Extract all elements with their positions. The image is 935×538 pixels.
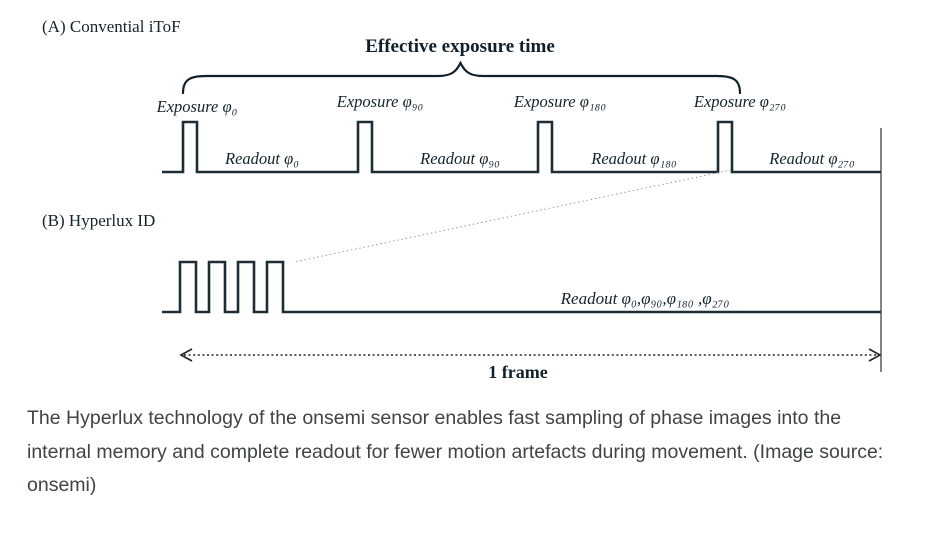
exposure-phi270-label: Exposure φ₂₇₀ <box>693 92 786 111</box>
readout-phi180-label: Readout φ₁₈₀ <box>590 149 677 168</box>
waveform-hyperlux-id <box>162 260 881 314</box>
overbrace-shape <box>181 60 742 95</box>
timing-diagram: (A) Convential iToF Effective exposure t… <box>42 17 882 382</box>
exposure-phi0-label: Exposure φ₀ <box>156 97 238 116</box>
frame-label: 1 frame <box>488 362 547 382</box>
connector-dotted-line <box>293 169 732 263</box>
section-a-label: (A) Convential iToF <box>42 17 181 36</box>
readout-phi270-label: Readout φ₂₇₀ <box>768 149 855 168</box>
readout-phi0-label: Readout φ₀ <box>224 149 299 168</box>
readout-phi90-label: Readout φ₉₀ <box>419 149 500 168</box>
frame-arrow-left-icon <box>179 348 193 362</box>
exposure-phi180-label: Exposure φ₁₈₀ <box>513 92 606 111</box>
effective-exposure-title: Effective exposure time <box>365 36 555 57</box>
exposure-phi90-label: Exposure φ₉₀ <box>336 92 424 111</box>
section-b-label: (B) Hyperlux ID <box>42 211 155 230</box>
frame-arrow-right-icon <box>868 348 882 362</box>
figure-caption: The Hyperlux technology of the onsemi se… <box>27 407 884 497</box>
combined-readout-label: Readout φ₀,φ₉₀,φ₁₈₀ ,φ₂₇₀ <box>560 289 730 308</box>
waveform-conventional-itof <box>162 120 881 174</box>
